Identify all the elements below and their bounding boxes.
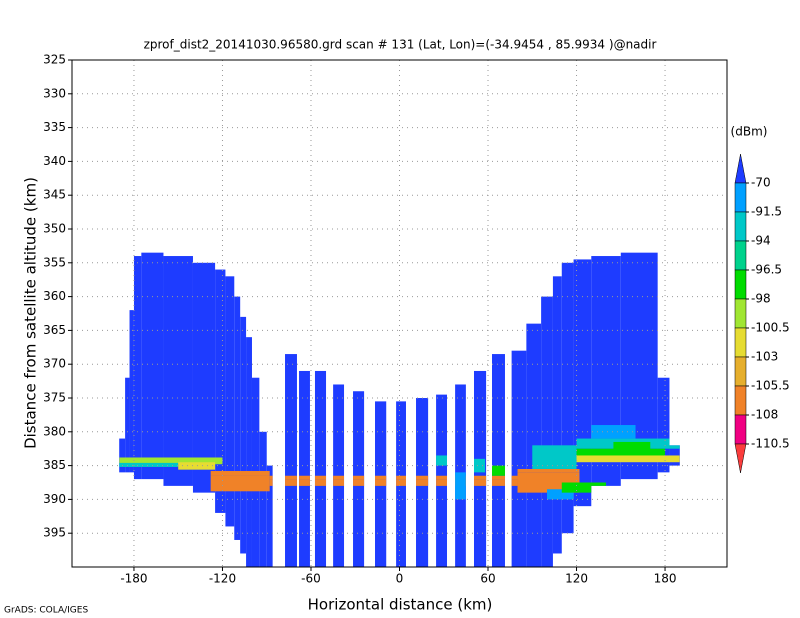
x-tick-label: 0 bbox=[396, 572, 404, 586]
colorbar-segment bbox=[734, 356, 747, 387]
y-tick-label: 355 bbox=[43, 255, 66, 269]
swath-cell bbox=[299, 370, 310, 567]
colorbar-tick-label: -100.5 bbox=[751, 321, 790, 335]
echo-cell bbox=[473, 458, 486, 473]
colorbar-segment bbox=[734, 182, 747, 213]
swath-cell bbox=[163, 256, 193, 486]
colorbar-segment bbox=[734, 298, 747, 329]
echo-cell bbox=[210, 471, 270, 476]
swath-cell bbox=[141, 252, 164, 480]
swath-cell bbox=[246, 337, 252, 567]
x-tick-label: -180 bbox=[120, 572, 147, 586]
y-tick-label: 350 bbox=[43, 222, 66, 236]
colorbar-segment bbox=[734, 385, 747, 416]
echo-cell bbox=[561, 482, 607, 493]
y-tick-label: 335 bbox=[43, 120, 66, 134]
swath-cell bbox=[133, 256, 142, 480]
y-tick-label: 365 bbox=[43, 323, 66, 337]
x-tick-label: 120 bbox=[565, 572, 588, 586]
colorbar-tick-label: -108 bbox=[751, 408, 778, 422]
echo-cell bbox=[210, 475, 270, 492]
y-tick-label: 345 bbox=[43, 188, 66, 202]
y-tick-label: 325 bbox=[43, 53, 66, 67]
swath-cell bbox=[240, 316, 247, 554]
echo-cell bbox=[576, 455, 680, 463]
colorbar-tick-label: -103 bbox=[751, 350, 778, 364]
swath-cell bbox=[259, 431, 267, 567]
swath-cell-group bbox=[119, 252, 680, 567]
echo-cell bbox=[178, 462, 216, 470]
echo-cell bbox=[119, 457, 223, 465]
colorbar-tick-label: -91.5 bbox=[751, 205, 782, 219]
echo-cell bbox=[119, 462, 179, 467]
swath-cell bbox=[657, 377, 670, 473]
swath-cell bbox=[234, 296, 241, 540]
swath-cell bbox=[225, 276, 235, 527]
x-tick-label: 180 bbox=[654, 572, 677, 586]
swath-cell bbox=[129, 310, 134, 473]
colorbar-segment bbox=[734, 240, 747, 271]
y-tick-label: 375 bbox=[43, 391, 66, 405]
echo-cell bbox=[269, 475, 518, 480]
y-tick-label: 390 bbox=[43, 492, 66, 506]
colorbar-segment bbox=[734, 153, 747, 184]
colorbar-tick-label: -105.5 bbox=[751, 379, 790, 393]
echo-cell bbox=[576, 448, 666, 459]
swath-cell bbox=[491, 354, 505, 567]
colorbar-tick-label: -70 bbox=[751, 176, 771, 190]
swath-cell bbox=[266, 465, 273, 567]
y-tick-label: 395 bbox=[43, 526, 66, 540]
echo-cell bbox=[547, 489, 574, 500]
y-tick-label: 385 bbox=[43, 458, 66, 472]
y-tick-label: 330 bbox=[43, 86, 66, 100]
x-tick-label: 60 bbox=[480, 572, 495, 586]
echo-cell bbox=[532, 445, 577, 469]
colorbar-segment bbox=[734, 211, 747, 242]
colorbar-tick-label: -94 bbox=[751, 234, 771, 248]
swath-cell bbox=[125, 377, 130, 473]
echo-cell bbox=[269, 479, 518, 486]
echo-cell bbox=[613, 441, 651, 453]
x-tick-label: -120 bbox=[209, 572, 236, 586]
swath-cell bbox=[119, 438, 126, 473]
x-axis-label: Horizontal distance (km) bbox=[308, 596, 493, 614]
swath-cell bbox=[215, 269, 226, 513]
colorbar-tick-label: -98 bbox=[751, 292, 771, 306]
colorbar-segment bbox=[734, 269, 747, 300]
swath-cell bbox=[552, 276, 562, 554]
swath-cell bbox=[192, 262, 216, 493]
colorbar-segment bbox=[734, 414, 747, 445]
colorbar-tick-label: -110.5 bbox=[751, 437, 790, 451]
echo-cell bbox=[434, 455, 449, 466]
y-tick-label: 340 bbox=[43, 154, 66, 168]
echo-cell bbox=[517, 468, 580, 473]
plot-frame bbox=[71, 59, 728, 568]
colorbar-segment bbox=[734, 327, 747, 358]
colorbar-label: (dBm) bbox=[731, 125, 768, 139]
colorbar-tick-label: -96.5 bbox=[751, 263, 782, 277]
footer: GrADS: COLA/IGES bbox=[4, 606, 88, 616]
swath-cell bbox=[285, 354, 297, 567]
echo-cell bbox=[490, 465, 506, 476]
echo-cell bbox=[454, 472, 466, 500]
y-tick-label: 370 bbox=[43, 357, 66, 371]
y-tick-label: 380 bbox=[43, 424, 66, 438]
y-axis-label: Distance from satellite altitude (km) bbox=[22, 177, 40, 449]
swath-cell bbox=[511, 350, 527, 567]
chart-title: zprof_dist2_20141030.96580.grd scan # 13… bbox=[144, 38, 657, 52]
colorbar-segment bbox=[734, 443, 747, 474]
echo-cell bbox=[591, 425, 636, 439]
x-tick-label: -60 bbox=[301, 572, 321, 586]
y-tick-label: 360 bbox=[43, 289, 66, 303]
swath-cell bbox=[314, 370, 327, 567]
